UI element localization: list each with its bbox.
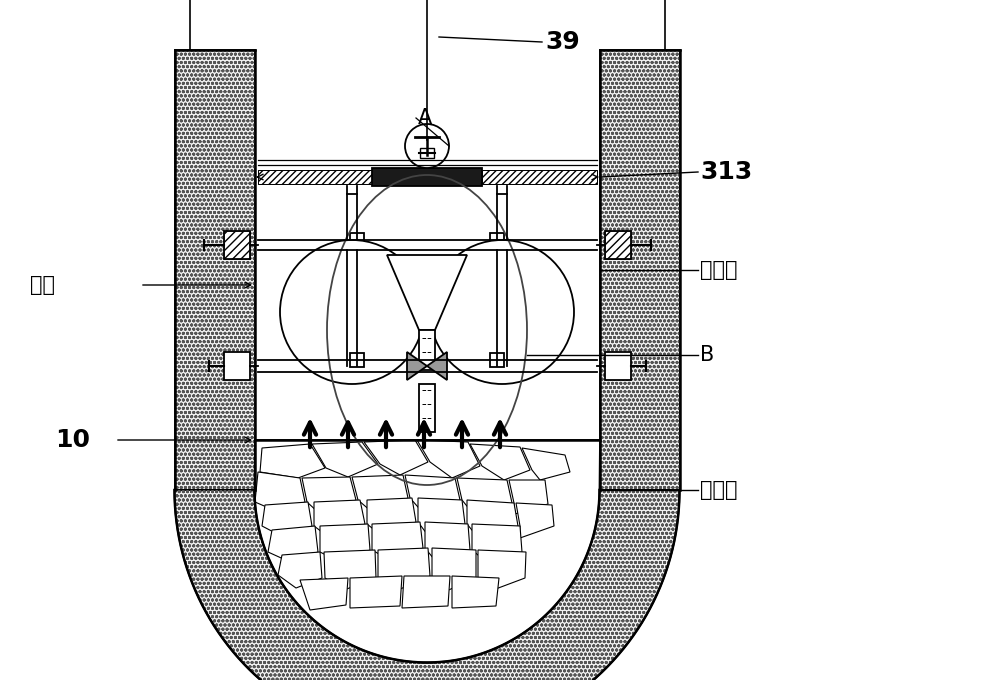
Polygon shape <box>472 524 522 565</box>
Polygon shape <box>320 524 370 562</box>
Bar <box>605 352 631 380</box>
Text: 爆破孔: 爆破孔 <box>700 260 738 280</box>
Polygon shape <box>418 498 465 538</box>
Polygon shape <box>352 475 408 512</box>
Polygon shape <box>367 498 416 536</box>
Polygon shape <box>175 490 680 680</box>
Text: 矿体: 矿体 <box>30 275 55 295</box>
Polygon shape <box>255 472 305 512</box>
Polygon shape <box>470 444 530 480</box>
Bar <box>258 170 372 184</box>
Bar <box>224 231 250 259</box>
Bar <box>490 353 504 367</box>
Bar <box>605 231 631 259</box>
Bar <box>224 352 250 380</box>
Polygon shape <box>262 502 312 538</box>
Text: B: B <box>700 345 714 365</box>
Bar <box>605 231 631 259</box>
Polygon shape <box>312 442 378 477</box>
Bar <box>258 170 372 184</box>
Polygon shape <box>405 475 460 515</box>
Bar <box>490 233 504 247</box>
Polygon shape <box>402 576 450 608</box>
Bar <box>482 170 597 184</box>
Text: 39: 39 <box>545 30 580 54</box>
Bar <box>600 50 680 490</box>
Text: 10: 10 <box>55 428 90 452</box>
Polygon shape <box>432 548 476 592</box>
Polygon shape <box>417 440 480 478</box>
Bar <box>350 353 364 367</box>
Polygon shape <box>516 503 554 538</box>
Bar <box>419 384 435 432</box>
Polygon shape <box>278 552 322 588</box>
Polygon shape <box>378 548 430 590</box>
Polygon shape <box>268 526 318 562</box>
Circle shape <box>280 240 424 384</box>
Circle shape <box>405 124 449 168</box>
Bar <box>420 148 434 158</box>
Polygon shape <box>457 478 512 516</box>
Polygon shape <box>478 550 526 590</box>
Polygon shape <box>427 352 447 380</box>
Bar <box>175 50 255 490</box>
Circle shape <box>430 240 574 384</box>
Text: A: A <box>418 108 432 128</box>
Polygon shape <box>522 448 570 480</box>
Polygon shape <box>509 480 548 514</box>
Bar <box>350 233 364 247</box>
Polygon shape <box>254 440 600 662</box>
Text: 313: 313 <box>700 160 752 184</box>
Bar <box>482 170 597 184</box>
Polygon shape <box>314 500 365 538</box>
Polygon shape <box>302 477 356 514</box>
Bar <box>175 50 255 490</box>
Polygon shape <box>407 352 427 380</box>
Bar <box>419 330 435 370</box>
Bar <box>224 231 250 259</box>
Bar <box>600 50 680 490</box>
Polygon shape <box>260 444 325 478</box>
Polygon shape <box>425 522 470 564</box>
Polygon shape <box>364 440 428 475</box>
Polygon shape <box>350 576 402 608</box>
Polygon shape <box>372 522 423 562</box>
Polygon shape <box>300 578 348 610</box>
Polygon shape <box>467 500 518 540</box>
Polygon shape <box>324 550 376 590</box>
Polygon shape <box>452 576 499 608</box>
Polygon shape <box>387 255 467 330</box>
Bar <box>372 168 482 186</box>
Text: 碎石块: 碎石块 <box>700 480 738 500</box>
